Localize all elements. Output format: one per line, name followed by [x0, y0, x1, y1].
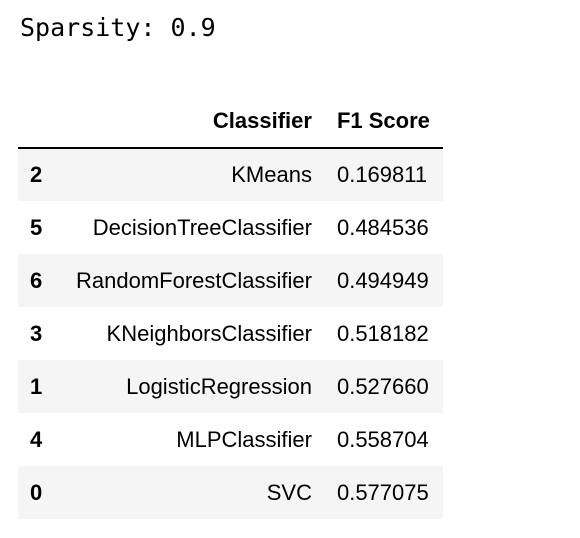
classifier-name: MLPClassifier	[176, 426, 312, 452]
row-index: 5	[30, 214, 43, 240]
row-index: 3	[30, 320, 43, 346]
row-index: 4	[30, 426, 43, 452]
table-row: 5 DecisionTreeClassifier 0.484536	[18, 201, 443, 254]
classifier-name: LogisticRegression	[126, 373, 312, 399]
classifier-name: DecisionTreeClassifier	[92, 214, 312, 240]
table-row: 3 KNeighborsClassifier 0.518182	[18, 307, 443, 360]
classifier-results-table: Classifier F1 Score 2 KMeans 0.169811 5 …	[18, 95, 443, 519]
table-row: 2 KMeans 0.169811	[18, 148, 443, 201]
table-row: 0 SVC 0.577075	[18, 466, 443, 519]
classifier-name: RandomForestClassifier	[76, 267, 312, 293]
f1-score-value: 0.558704	[336, 426, 429, 452]
classifier-header: Classifier	[64, 95, 325, 149]
f1-score-value: 0.494949	[336, 267, 429, 293]
table-header: Classifier F1 Score	[18, 95, 443, 149]
index-header	[18, 95, 64, 149]
table-row: 4 MLPClassifier 0.558704	[18, 413, 443, 466]
row-index: 1	[30, 373, 43, 399]
classifier-name: KNeighborsClassifier	[106, 320, 312, 346]
classifier-name: KMeans	[231, 162, 312, 187]
f1-score-value: 0.518182	[336, 320, 429, 346]
f1-score-header: F1 Score	[324, 95, 443, 149]
row-index: 0	[30, 479, 43, 505]
f1-score-value: 0.484536	[336, 214, 429, 240]
sparsity-output: Sparsity: 0.9	[20, 13, 216, 42]
f1-score-value: 0.169811	[336, 162, 428, 187]
classifier-name: SVC	[266, 479, 312, 505]
f1-score-value: 0.527660	[336, 373, 429, 399]
table-body: 2 KMeans 0.169811 5 DecisionTreeClassifi…	[18, 148, 443, 519]
header-row: Classifier F1 Score	[18, 95, 443, 149]
f1-score-value: 0.577075	[336, 479, 429, 505]
table-row: 1 LogisticRegression 0.527660	[18, 360, 443, 413]
row-index: 6	[30, 267, 43, 293]
table-row: 6 RandomForestClassifier 0.494949	[18, 254, 443, 307]
row-index: 2	[30, 162, 43, 187]
